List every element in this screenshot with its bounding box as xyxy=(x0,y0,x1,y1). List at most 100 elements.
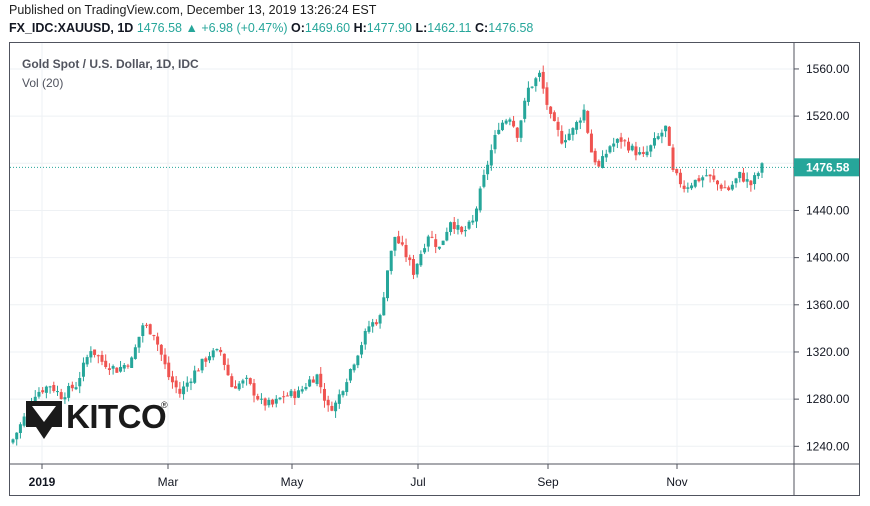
candle-body xyxy=(11,439,15,443)
candle-body xyxy=(193,370,197,383)
candle-body xyxy=(612,143,616,147)
candle-body xyxy=(515,127,519,138)
candle-body xyxy=(489,150,493,166)
candle-body xyxy=(67,386,71,398)
candle-body xyxy=(337,394,341,404)
candle-body xyxy=(486,164,490,175)
candle-body xyxy=(452,221,456,230)
candle-body xyxy=(345,382,349,393)
candle-body xyxy=(256,396,260,400)
candle-body xyxy=(200,358,204,371)
candle-body xyxy=(474,208,478,222)
published-info: Published on TradingView.com, December 1… xyxy=(9,3,377,17)
candle-body xyxy=(634,146,638,156)
candle-body xyxy=(152,335,156,337)
candle-body xyxy=(445,231,449,241)
candle-body xyxy=(285,395,289,397)
candle-body xyxy=(315,374,319,385)
candle-body xyxy=(719,184,723,189)
candle-body xyxy=(678,172,682,185)
candle-body xyxy=(252,383,256,396)
candle-body xyxy=(248,378,252,384)
candle-body xyxy=(282,396,286,398)
candle-body xyxy=(81,362,85,377)
candle-body xyxy=(411,259,415,275)
candle-body xyxy=(100,354,104,362)
y-tick-label: 1440.00 xyxy=(806,203,850,217)
candle-body xyxy=(630,145,634,151)
change-value: +6.98 (+0.47%) xyxy=(201,21,288,35)
candle-body xyxy=(619,137,623,142)
candle-body xyxy=(386,270,389,299)
candle-body xyxy=(504,120,508,124)
candle-body xyxy=(426,236,430,247)
candle-body xyxy=(608,146,612,153)
candle-body xyxy=(341,391,345,396)
candle-body xyxy=(615,138,619,143)
y-tick-label: 1360.00 xyxy=(806,298,850,312)
candle-body xyxy=(601,156,605,168)
candle-body xyxy=(122,364,126,369)
y-tick-label: 1400.00 xyxy=(806,251,850,265)
candle-body xyxy=(330,405,334,411)
candle-body xyxy=(686,187,690,189)
candle-body xyxy=(137,336,141,348)
candle-body xyxy=(389,250,393,272)
candle-body xyxy=(556,121,560,130)
candle-body xyxy=(245,377,249,379)
candle-body xyxy=(526,87,530,102)
candle-body xyxy=(419,254,423,266)
candle-body xyxy=(508,119,512,122)
candle-body xyxy=(48,386,52,388)
candle-body xyxy=(545,87,549,105)
candle-body xyxy=(334,402,338,412)
candle-body xyxy=(393,236,397,251)
candle-body xyxy=(196,370,200,372)
candle-body xyxy=(348,369,352,381)
candle-body xyxy=(738,171,742,179)
candle-body xyxy=(745,179,749,182)
kitco-logo-text: KITCO xyxy=(66,398,167,435)
candle-body xyxy=(119,366,123,372)
x-tick-label: Nov xyxy=(666,475,687,489)
candle-body xyxy=(482,174,486,187)
candle-body xyxy=(144,324,148,326)
candle-body xyxy=(449,222,453,232)
y-tick-label: 1560.00 xyxy=(806,62,850,76)
candle-body xyxy=(704,175,708,177)
candle-body xyxy=(215,349,219,351)
candle-body xyxy=(293,391,297,399)
candle-body xyxy=(523,100,527,119)
candle-body xyxy=(586,111,590,133)
candle-body xyxy=(741,172,745,182)
x-tick-label: Sep xyxy=(537,475,559,489)
candle-body xyxy=(93,349,97,355)
candle-body xyxy=(367,326,371,332)
change-up-icon: ▲ xyxy=(185,21,198,35)
x-tick-label: Jul xyxy=(410,475,425,489)
low-value: 1462.11 xyxy=(427,21,472,35)
candle-body xyxy=(723,187,727,189)
candle-body xyxy=(660,132,664,137)
candle-body xyxy=(148,324,152,335)
candle-body xyxy=(467,221,471,229)
candle-body xyxy=(567,133,571,141)
x-tick-label: 2019 xyxy=(29,475,56,489)
candle-body xyxy=(178,388,182,394)
symbol-label: FX_IDC:XAUUSD, 1D xyxy=(9,21,134,35)
candle-body xyxy=(693,179,697,187)
candle-body xyxy=(497,129,501,134)
candle-body xyxy=(107,368,111,371)
candle-body xyxy=(382,297,386,316)
open-label: O: xyxy=(291,21,305,35)
high-value: 1477.90 xyxy=(366,21,412,35)
candle-body xyxy=(397,236,401,244)
candle-body xyxy=(304,387,308,390)
candle-body xyxy=(627,141,631,151)
candle-body xyxy=(760,163,764,173)
candle-body xyxy=(423,248,427,253)
candle-body xyxy=(552,112,556,122)
candle-body xyxy=(753,175,757,185)
x-tick-label: May xyxy=(281,475,304,489)
